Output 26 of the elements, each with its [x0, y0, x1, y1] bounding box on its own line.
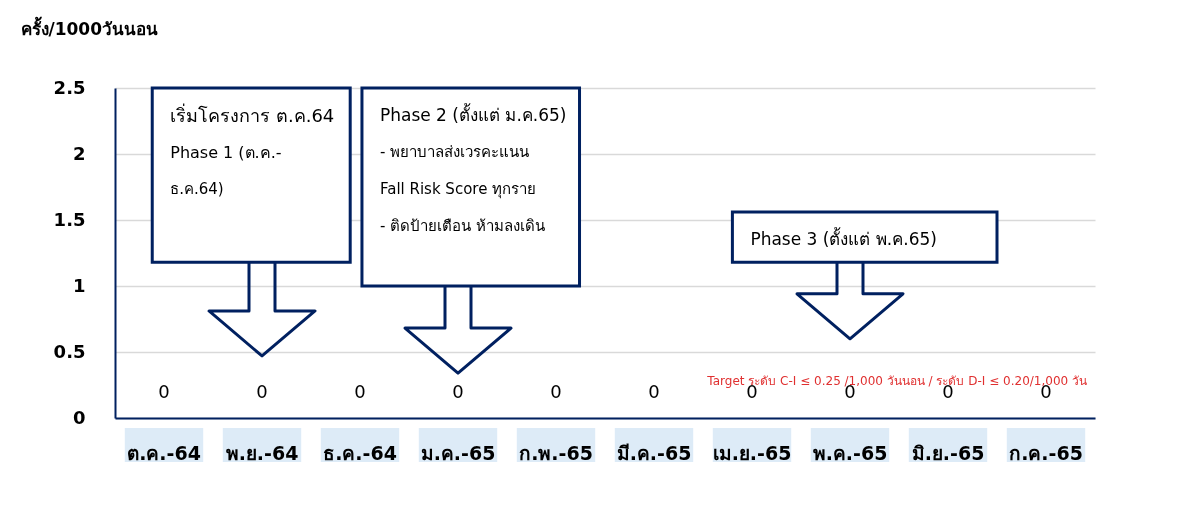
x-tick-label: ต.ค.-64 [127, 441, 201, 464]
x-tick-label: มี.ค.-65 [616, 441, 692, 464]
data-label: 0 [452, 381, 464, 402]
annotation: เริ่มโครงการ ต.ค.64 Phase 1 (ต.ค.- ธ.ค.64) [170, 103, 335, 198]
x-tick-label: ก.พ.-65 [519, 441, 593, 464]
x-tick-label: มิ.ย.-65 [911, 441, 985, 464]
x-tick-label: ม.ค.-65 [420, 441, 496, 464]
x-tick-label: พ.ย.-64 [225, 441, 299, 464]
text: Phase 2 (ตั้งแต่ ม.ค.65) - พยาบาลส่งเวรคะแนน Fall Risk Score ทุกราย - ติดป้ายเตือน ห้ามลงเดิน [379, 105, 567, 235]
y-tick-label: 0 [72, 406, 86, 428]
y-tick-label: 0.5 [53, 340, 86, 362]
y-tick-label: 2 [72, 142, 86, 164]
x-tick-label: พ.ค.-65 [812, 441, 888, 464]
x-tick-label: ธ.ค.-64 [323, 441, 397, 464]
y-tick-label: 1 [72, 274, 86, 296]
data-label: 0 [158, 381, 170, 402]
annotation: Phase 3 (ตั้งแต่ พ.ค.65) [750, 227, 937, 250]
data-label: 0 [354, 381, 366, 402]
x-tick-label: เม.ย.-65 [712, 441, 792, 464]
y-tick-label: 2.5 [53, 76, 86, 98]
y-tick-label: 1.5 [53, 208, 86, 230]
data-label: 0 [256, 381, 268, 402]
data-label: 0 [550, 381, 562, 402]
x-tick-label: ก.ค.-65 [1009, 441, 1083, 464]
y-axis-title: ครั้ง/1000วันนอน [20, 15, 159, 39]
data-label: 0 [648, 381, 660, 402]
